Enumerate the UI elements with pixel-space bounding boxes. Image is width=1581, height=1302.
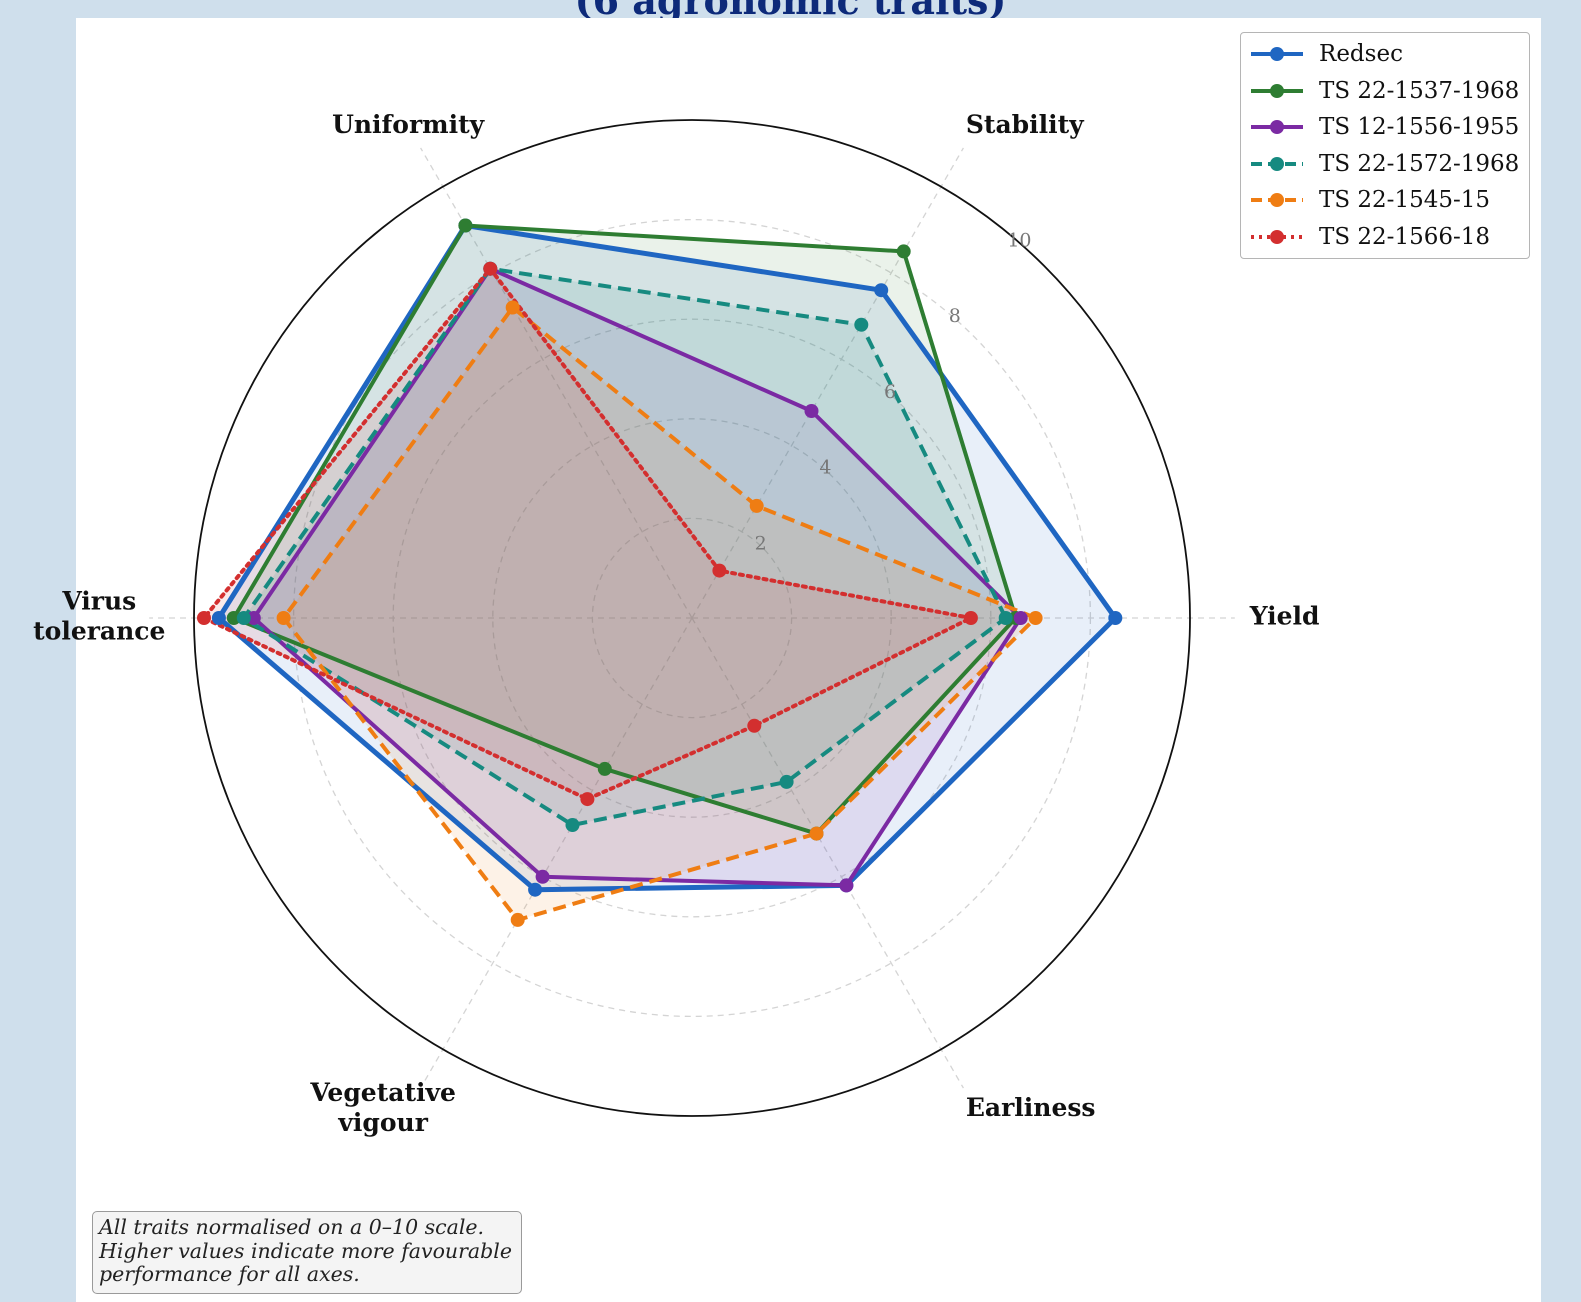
radial-tick-label: 6: [884, 381, 896, 403]
data-point-ts-22-1572-1968-stability: [854, 317, 869, 332]
axis-spoke: [691, 617, 964, 1089]
radial-tick-label: 10: [1007, 229, 1031, 251]
series-fill-ts-22-1537-1968: [233, 225, 1016, 834]
data-point-ts-22-1537-1968-virus-tolerance: [226, 611, 241, 625]
data-point-ts-12-1556-1955-virus-tolerance: [246, 611, 261, 625]
data-point-ts-22-1537-1968-uniformity: [458, 218, 473, 233]
legend-item-ts-22-1572-1968: TS 22-1572-1968: [1249, 146, 1519, 183]
data-point-ts-22-1572-1968-vegetative-vigour: [565, 818, 580, 832]
axis-spoke: [691, 147, 964, 619]
legend-label: TS 22-1545-15: [1319, 187, 1491, 214]
series-fill-ts-22-1545-15: [283, 307, 1036, 920]
legend-swatch: [1251, 193, 1303, 208]
data-point-ts-12-1556-1955-stability: [804, 404, 819, 418]
data-point-ts-22-1566-18-yield: [963, 611, 978, 625]
legend-label: TS 22-1566-18: [1319, 223, 1491, 250]
legend: Redsec TS 22-1537-1968 TS 12-1556-1955 TS 2…: [1240, 32, 1531, 259]
data-point-ts-22-1545-15-vegetative-vigour: [510, 912, 525, 927]
legend-label: TS 22-1537-1968: [1319, 77, 1520, 104]
data-point-ts-22-1566-18-earliness: [747, 718, 762, 733]
data-point-ts-22-1545-15-yield: [1028, 611, 1043, 625]
data-point-ts-12-1556-1955-vegetative-vigour: [535, 869, 550, 884]
scale-note: All traits normalised on a 0–10 scale. H…: [92, 1211, 522, 1294]
radar-frame: [193, 119, 1191, 1117]
data-point-ts-22-1566-18-uniformity: [483, 261, 498, 276]
axis-label-virus-tolerance: Virus: [61, 587, 136, 616]
data-point-ts-12-1556-1955-yield: [1013, 611, 1028, 625]
axis-label-yield: Yield: [1249, 602, 1320, 631]
data-point-ts-22-1537-1968-vegetative-vigour: [597, 761, 612, 776]
axis-spoke: [420, 617, 693, 1089]
data-point-ts-22-1572-1968-earliness: [779, 774, 794, 789]
data-point-ts-22-1572-1968-virus-tolerance: [236, 611, 251, 625]
legend-label: TS 12-1556-1955: [1319, 114, 1520, 141]
axis-label-vegetative-vigour: vigour: [337, 1108, 428, 1137]
note-line-2: Higher values indicate more favourable: [99, 1238, 512, 1263]
data-point-ts-22-1566-18-vegetative-vigour: [580, 792, 595, 807]
data-point-ts-22-1566-18-virus-tolerance: [197, 611, 211, 625]
data-point-ts-22-1545-15-virus-tolerance: [276, 611, 291, 625]
legend-item-redsec: Redsec: [1249, 36, 1519, 73]
data-point-ts-22-1545-15-stability: [749, 498, 764, 513]
axis-label-uniformity: Uniformity: [332, 110, 486, 139]
data-point-ts-22-1545-15-earliness: [809, 826, 824, 841]
axis-label-virus-tolerance: tolerance: [33, 617, 165, 646]
legend-swatch: [1251, 83, 1303, 98]
note-line-1: All traits normalised on a 0–10 scale.: [99, 1215, 485, 1239]
legend-label: Redsec: [1319, 41, 1403, 68]
legend-swatch: [1251, 120, 1303, 135]
axis-label-earliness: Earliness: [966, 1093, 1096, 1122]
radial-tick-label: 2: [755, 532, 767, 554]
legend-swatch: [1251, 156, 1303, 171]
axis-label-vegetative-vigour: Vegetative: [309, 1078, 456, 1107]
data-point-redsec-vegetative-vigour: [528, 882, 543, 897]
radial-tick-label: 8: [949, 305, 961, 327]
chart-title: (6 agronomic traits): [574, 0, 1007, 23]
data-point-ts-12-1556-1955-earliness: [839, 878, 854, 893]
legend-item-ts-22-1537-1968: TS 22-1537-1968: [1249, 73, 1519, 110]
legend-item-ts-22-1545-15: TS 22-1545-15: [1249, 182, 1519, 219]
data-point-ts-22-1572-1968-yield: [998, 611, 1013, 625]
legend-swatch: [1251, 229, 1303, 244]
data-point-ts-22-1537-1968-stability: [896, 244, 911, 259]
legend-label: TS 22-1572-1968: [1319, 150, 1520, 177]
data-point-redsec-yield: [1108, 611, 1123, 625]
data-point-redsec-stability: [874, 283, 889, 298]
radial-tick-label: 4: [819, 457, 831, 479]
series-fill-redsec: [218, 225, 1116, 890]
data-point-redsec-virus-tolerance: [211, 611, 226, 625]
legend-item-ts-22-1566-18: TS 22-1566-18: [1249, 219, 1519, 256]
note-line-3: performance for all axes.: [99, 1262, 360, 1286]
axis-label-stability: Stability: [966, 110, 1085, 139]
data-point-ts-22-1566-18-stability: [712, 563, 727, 578]
data-point-ts-22-1545-15-uniformity: [505, 300, 520, 315]
legend-swatch: [1251, 47, 1303, 62]
legend-item-ts-12-1556-1955: TS 12-1556-1955: [1249, 109, 1519, 146]
